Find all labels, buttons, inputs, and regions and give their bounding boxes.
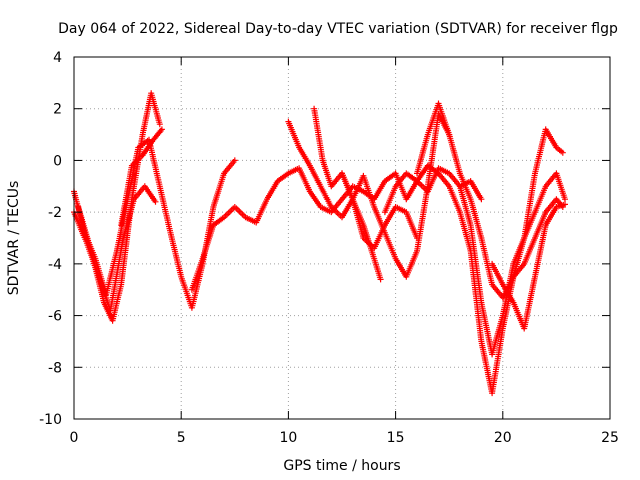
series-trace-5 [188, 162, 442, 293]
x-axis-label: GPS time / hours [283, 458, 400, 474]
marker-trace [489, 201, 568, 332]
marker-trace [188, 162, 442, 293]
marker-trace [118, 126, 165, 229]
series-trace-12 [489, 201, 568, 332]
x-tick-label: 15 [387, 430, 405, 446]
x-tick-label: 25 [601, 430, 619, 446]
marker-trace [339, 170, 420, 252]
chart-title: Day 064 of 2022, Sidereal Day-to-day VTE… [58, 21, 618, 37]
x-tick-label: 20 [494, 430, 512, 446]
x-tick-label: 5 [177, 430, 186, 446]
y-tick-label: -10 [39, 412, 62, 428]
series-trace-13 [381, 165, 485, 216]
grid-lines [74, 57, 610, 419]
y-tick-label: -2 [48, 205, 62, 221]
axis-ticks: 0 5 10 15 20 25 -10 -8 -6 -4 -2 0 2 4 [39, 50, 619, 446]
y-axis-label: SDTVAR / TECUs [6, 181, 22, 296]
y-tick-label: -6 [48, 309, 62, 325]
series-trace-4 [118, 126, 165, 229]
marker-trace [381, 165, 485, 216]
y-tick-label: -4 [48, 257, 62, 273]
y-tick-label: 4 [53, 50, 62, 66]
x-tick-label: 10 [279, 430, 297, 446]
y-tick-label: -8 [48, 360, 62, 376]
x-tick-label: 0 [70, 430, 79, 446]
y-tick-label: 0 [53, 153, 62, 169]
y-tick-label: 2 [53, 102, 62, 118]
series-trace-8 [339, 170, 420, 252]
plot-frame [73, 56, 611, 420]
